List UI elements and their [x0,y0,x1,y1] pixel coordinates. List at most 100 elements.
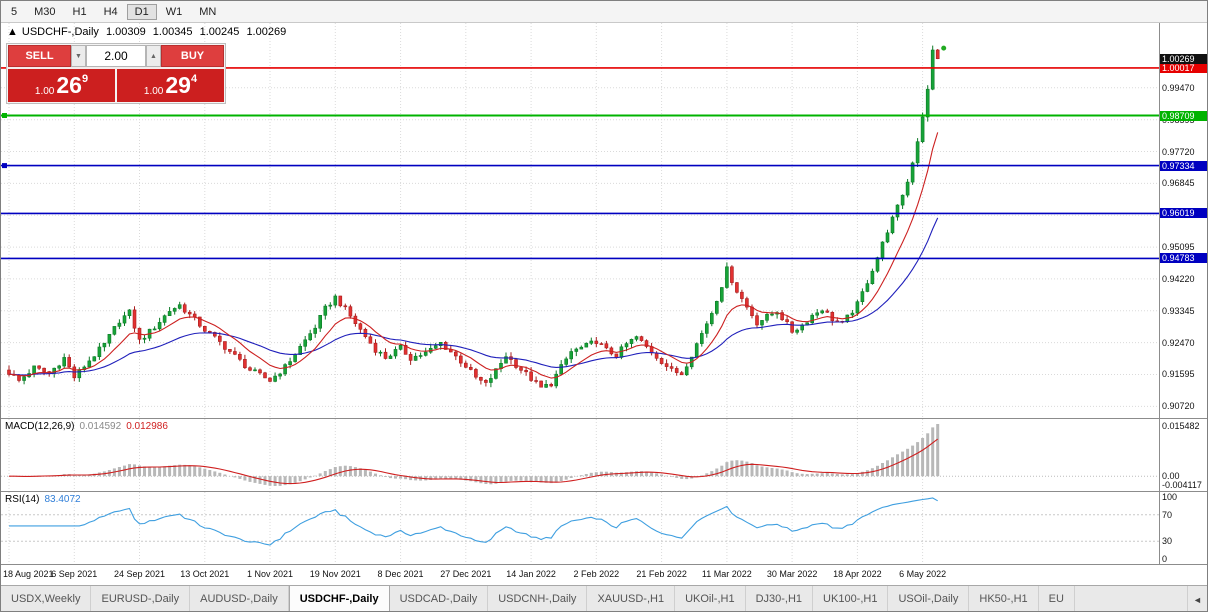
chart-tab-audusd-daily[interactable]: AUDUSD-,Daily [190,586,289,611]
macd-axis[interactable]: 0.015482 0.00 -0.004117 [1159,419,1207,491]
price-axis-tag: 0.97334 [1160,160,1207,171]
date-axis-label: 27 Dec 2021 [440,569,492,579]
volume-increase-button[interactable]: ▲ [146,45,161,67]
buy-price-pip: 4 [190,73,198,85]
price-axis-label: 0.96845 [1162,178,1195,189]
price-axis-label: 0.90720 [1162,401,1195,412]
price-axis-tag: 1.00017 [1160,62,1207,73]
date-axis-label: 18 Aug 2021 [3,569,54,579]
chart-tab-dj30-h1[interactable]: DJ30-,H1 [746,586,814,611]
chart-tab-eurusd-daily[interactable]: EURUSD-,Daily [91,586,191,611]
buy-button[interactable]: BUY [161,45,224,67]
macd-label: MACD(12,26,9) 0.014592 0.012986 [5,421,168,432]
price-axis-tag: 0.94783 [1160,253,1207,264]
price-axis-tag: 0.96019 [1160,208,1207,219]
macd-name: MACD(12,26,9) [5,421,75,432]
chart-tab-bar: USDX,Weekly EURUSD-,Daily AUDUSD-,Daily USD… [1,585,1207,611]
timeframe-button-h1[interactable]: H1 [65,4,95,20]
ohlc-close: 1.00269 [246,26,287,38]
trade-prices-row: 1.00 26 9 1.00 29 4 [8,69,224,102]
date-axis-label: 6 May 2022 [899,569,947,579]
timeframe-button-d1[interactable]: D1 [126,3,157,20]
main-chart-panel: 0.994700.985950.977200.968450.959700.950… [1,23,1207,418]
macd-value-signal: 0.012986 [126,421,168,432]
chart-tab-eu[interactable]: EU [1039,586,1075,611]
indicator-axis-label: 70 [1162,509,1173,520]
macd-chart[interactable] [1,419,1161,491]
panel-separator [1,418,1207,419]
ma-slow-line [8,217,939,376]
chart-tab-uk100-h1[interactable]: UK100-,H1 [813,586,889,611]
date-axis-label: 19 Nov 2021 [309,569,361,579]
timeframe-button-mn[interactable]: MN [191,4,224,20]
sell-price-prefix: 1.00 [34,86,55,97]
one-click-trading-panel: SELL ▼ ▲ BUY 1.00 26 9 1.00 29 4 [6,43,226,104]
rsi-panel: 100 70 30 0 RSI(14) 83.4072 [1,492,1207,564]
date-axis-label: 8 Dec 2021 [377,569,424,579]
buy-price-prefix: 1.00 [143,86,164,97]
ohlc-open: 1.00309 [105,26,146,38]
sell-price-pip: 9 [81,73,89,85]
collapse-panel-icon[interactable]: ▲ [7,26,18,38]
chart-tab-xauusd-h1[interactable]: XAUUSD-,H1 [587,586,676,611]
date-axis-label: 6 Sep 2021 [51,569,98,579]
chart-symbol-label: USDCHF-,Daily [21,26,99,38]
volume-decrease-button[interactable]: ▼ [71,45,86,67]
price-axis-label: 0.91595 [1162,369,1195,380]
rsi-label: RSI(14) 83.4072 [5,494,81,505]
chart-tab-ukoil-h1[interactable]: UKOil-,H1 [675,586,746,611]
ohlc-high: 1.00345 [152,26,193,38]
macd-value-main: 0.014592 [79,421,122,432]
horizontal-level-lines[interactable] [1,67,1161,260]
macd-signal-line [9,438,939,485]
price-axis-label: 0.92470 [1162,337,1195,348]
timeframe-button-h4[interactable]: H4 [96,4,126,20]
candles-layer [7,45,940,389]
timeframe-button-m30[interactable]: M30 [26,4,63,20]
rsi-axis[interactable]: 100 70 30 0 [1159,492,1207,564]
ohlc-low: 1.00245 [199,26,240,38]
chart-tab-usdchf-daily[interactable]: USDCHF-,Daily [288,586,390,611]
volume-input[interactable] [86,45,146,67]
chart-tab-usdcnh-daily[interactable]: USDCNH-,Daily [488,586,588,611]
date-axis-label: 21 Feb 2022 [636,569,687,579]
timeframe-button-w1[interactable]: W1 [158,4,191,20]
rsi-value: 83.4072 [44,494,81,505]
panel-separator [1,491,1207,492]
sell-price-display[interactable]: 1.00 26 9 [8,69,115,102]
date-axis-label: 18 Apr 2022 [833,569,882,579]
rsi-line [9,497,938,546]
date-axis-label: 11 Mar 2022 [701,569,752,579]
marker-dot [941,45,947,51]
chart-tab-usoil-daily[interactable]: USOil-,Daily [888,586,970,611]
price-axis[interactable]: 0.994700.985950.977200.968450.959700.950… [1159,23,1207,418]
indicator-axis-label: 0 [1162,554,1168,564]
price-axis-label: 0.97720 [1162,146,1195,157]
date-axis-label: 30 Mar 2022 [766,569,818,579]
indicator-axis-label: 100 [1162,492,1178,502]
timeframe-button-5[interactable]: 5 [3,4,25,20]
chart-tabs: USDX,Weekly EURUSD-,Daily AUDUSD-,Daily USD… [1,586,1187,611]
date-axis-label: 1 Nov 2021 [247,569,294,579]
sell-price-big: 26 [56,72,82,98]
date-axis[interactable]: 18 Aug 2021 6 Sep 2021 24 Sep 2021 13 Oct 2… [1,565,1207,585]
price-axis-label: 0.95095 [1162,242,1195,253]
sell-button[interactable]: SELL [8,45,71,67]
ma-fast-line [8,132,939,379]
tabs-scroll-left-icon[interactable]: ◄ [1187,586,1207,611]
chart-tab-hk50-h1[interactable]: HK50-,H1 [969,586,1039,611]
date-axis-label: 2 Feb 2022 [573,569,620,579]
date-axis-label: 14 Jan 2022 [506,569,556,579]
chart-tab-usdcad-daily[interactable]: USDCAD-,Daily [390,586,489,611]
date-axis-label: 24 Sep 2021 [113,569,166,579]
timeframe-toolbar: 5 M30 H1 H4 D1 W1 MN [1,1,1207,23]
price-axis-label: 0.99470 [1162,82,1195,93]
chart-tab-usdx-weekly[interactable]: USDX,Weekly [1,586,92,611]
price-axis-tag: 0.98709 [1160,110,1207,121]
panel-separator [1,564,1207,565]
rsi-chart[interactable] [1,492,1161,564]
macd-panel: 0.015482 0.00 -0.004117 MACD(12,26,9) 0.014… [1,419,1207,491]
buy-price-big: 29 [165,72,191,98]
buy-price-display[interactable]: 1.00 29 4 [117,69,224,102]
